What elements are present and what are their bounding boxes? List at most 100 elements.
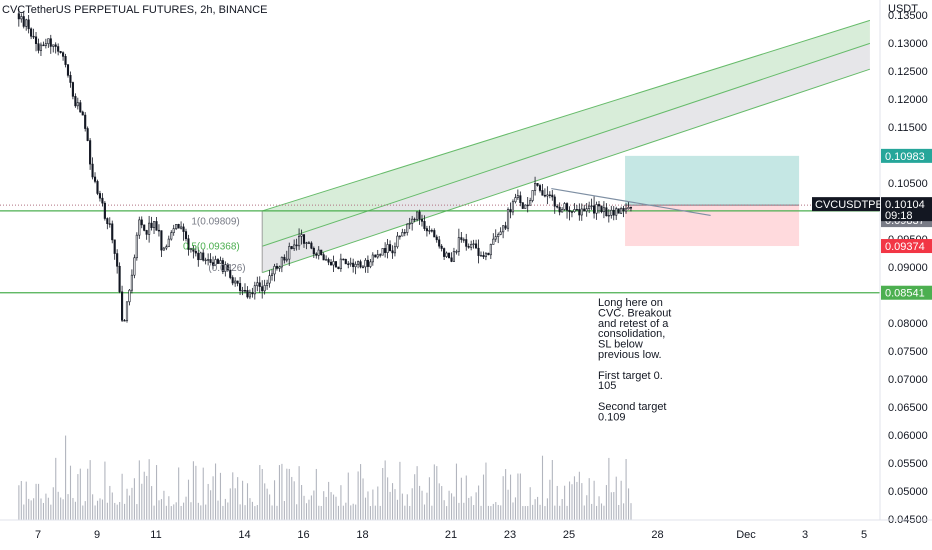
candle-body: [578, 209, 581, 216]
time-axis[interactable]: 7 9 11 14 16 18 21 23 25 28 Dec 3 5: [35, 529, 867, 541]
volume-bar: [345, 502, 347, 520]
candle-body: [521, 202, 524, 209]
volume-bar: [463, 502, 465, 520]
volume-bar: [82, 505, 84, 520]
candle-body: [595, 204, 598, 214]
channel-upper-line[interactable]: [262, 19, 871, 212]
volume-bar: [239, 504, 241, 520]
candle-body: [251, 292, 254, 295]
candle-body: [337, 266, 340, 270]
channel-middle-line[interactable]: [262, 42, 871, 247]
volume-bar: [229, 488, 231, 520]
volume-bar: [291, 476, 293, 520]
candle-body: [278, 266, 281, 269]
volume-bar: [151, 486, 153, 520]
candle-body: [602, 207, 605, 213]
time-tick-label: 25: [563, 529, 575, 541]
volume-bar: [625, 459, 627, 520]
volume-bar: [522, 506, 524, 520]
candle-body: [209, 259, 212, 263]
candle-body: [384, 248, 387, 253]
candle-body: [339, 258, 342, 270]
volume-bar: [197, 502, 199, 520]
candle-body: [433, 230, 436, 238]
candle-body: [526, 204, 529, 207]
volume-bar: [278, 465, 281, 520]
volume-bar: [37, 483, 40, 520]
candle-body: [307, 242, 310, 244]
trendline[interactable]: [551, 187, 711, 217]
candle-body: [197, 252, 200, 261]
volume-bar: [623, 503, 625, 520]
volume-bar: [286, 468, 288, 520]
candle-body: [573, 209, 576, 212]
volume-bar: [539, 504, 541, 520]
time-tick-label: 3: [802, 529, 808, 541]
candle-body: [202, 252, 205, 261]
volume-bar: [101, 499, 104, 520]
volume-bar: [74, 501, 76, 520]
candle-body: [553, 196, 556, 207]
candle-body: [411, 218, 414, 224]
stop-loss-zone[interactable]: [625, 205, 800, 247]
volume-bar: [342, 505, 344, 520]
candle-body: [364, 259, 367, 268]
candle-body: [327, 259, 330, 263]
time-tick-label: 9: [94, 529, 100, 541]
trendline-line[interactable]: [551, 187, 711, 217]
volume-bar: [480, 505, 482, 520]
price-tick-label: 0.13000: [888, 38, 928, 50]
time-tick-label: 5: [861, 529, 867, 541]
volume-bar: [23, 504, 25, 520]
price-tick-label: 0.12500: [888, 66, 928, 78]
candle-body: [189, 248, 192, 250]
candle-body: [349, 262, 352, 265]
volume-bar: [136, 504, 138, 520]
volume-bar: [195, 465, 197, 520]
volume-bar: [153, 505, 155, 520]
candle-body: [455, 251, 458, 253]
candle-body: [280, 256, 283, 268]
volume-bar: [60, 497, 62, 520]
candle-body: [192, 248, 195, 252]
long-position-tool[interactable]: [625, 155, 800, 247]
parallel-channel[interactable]: [261, 19, 871, 274]
volume-bar: [50, 504, 52, 520]
candle-body: [465, 239, 468, 247]
candle-body: [293, 244, 296, 250]
volume-bar: [146, 475, 148, 520]
volume-bar: [593, 480, 595, 520]
candle-body: [246, 290, 249, 298]
volume-bar: [106, 502, 108, 520]
volume-bar: [293, 481, 295, 520]
candle-body: [27, 19, 30, 30]
candle-body: [388, 244, 392, 252]
time-tick-label: Dec: [736, 529, 756, 541]
candle-body: [288, 246, 291, 260]
candle-body: [342, 258, 345, 261]
candle-body: [121, 291, 124, 321]
candle-body: [133, 257, 136, 276]
candle-body: [511, 201, 515, 213]
candle-body: [49, 38, 52, 47]
take-profit-zone[interactable]: [625, 155, 800, 206]
volume-bar: [170, 506, 172, 520]
volume-bar: [357, 471, 359, 520]
candle-body: [509, 209, 512, 213]
volume-bar: [487, 505, 489, 520]
candle-body: [430, 230, 433, 232]
horizontal-levels[interactable]: [0, 204, 880, 294]
volume-bar: [104, 461, 106, 520]
candle-body: [624, 208, 628, 212]
candle-body: [344, 259, 347, 265]
candle-body: [610, 209, 613, 216]
candle-body: [615, 208, 618, 216]
trade-note-line: previous low.: [598, 349, 662, 361]
candle-body: [47, 38, 50, 45]
price-tick-label: 0.09000: [888, 262, 928, 274]
time-tick-label: 16: [297, 529, 309, 541]
volume-bar: [165, 505, 167, 520]
channel-lower-line[interactable]: [262, 68, 871, 274]
candle-body: [37, 43, 40, 51]
